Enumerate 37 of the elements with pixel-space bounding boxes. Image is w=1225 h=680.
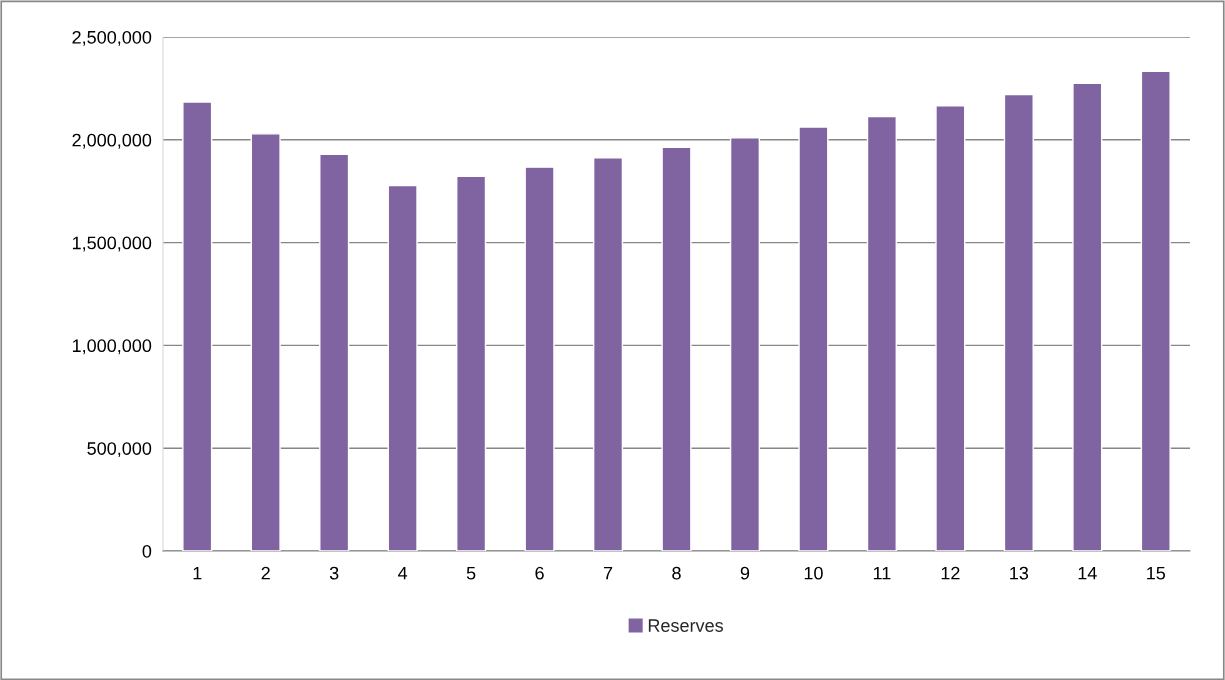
y-tick-label: 2,000,000 bbox=[72, 133, 152, 149]
bar bbox=[798, 126, 829, 551]
bar bbox=[866, 115, 897, 551]
bar bbox=[1072, 82, 1103, 551]
bar bbox=[456, 175, 487, 551]
x-tick-label: 12 bbox=[941, 566, 960, 580]
bar bbox=[182, 101, 213, 551]
bar bbox=[661, 146, 692, 551]
legend-label: Reserves bbox=[648, 619, 724, 632]
x-tick-label: 2 bbox=[261, 566, 270, 580]
bar bbox=[319, 153, 350, 551]
bar bbox=[1140, 70, 1171, 551]
y-tick-label: 500,000 bbox=[87, 442, 152, 458]
bar bbox=[935, 105, 966, 551]
x-tick-label: 8 bbox=[672, 566, 681, 580]
y-tick-label: 0 bbox=[142, 544, 152, 558]
bar bbox=[387, 184, 418, 551]
bar bbox=[250, 133, 281, 551]
bar bbox=[1003, 93, 1034, 551]
x-tick-label: 15 bbox=[1147, 566, 1166, 580]
bar bbox=[729, 137, 761, 551]
x-tick-label: 4 bbox=[398, 566, 408, 580]
y-tick-label: 1,500,000 bbox=[72, 236, 152, 252]
x-tick-label: 1 bbox=[193, 566, 202, 580]
x-tick-label: 3 bbox=[329, 566, 339, 580]
y-tick-label: 2,500,000 bbox=[72, 30, 152, 46]
x-tick-label: 10 bbox=[804, 566, 823, 580]
bar bbox=[592, 156, 624, 551]
x-tick-label: 11 bbox=[873, 566, 891, 580]
x-tick-label: 13 bbox=[1010, 566, 1029, 580]
x-tick-label: 9 bbox=[740, 566, 750, 580]
x-tick-label: 14 bbox=[1078, 566, 1097, 580]
x-tick-label: 5 bbox=[466, 566, 476, 580]
y-tick-label: 1,000,000 bbox=[72, 339, 152, 355]
x-tick-label: 7 bbox=[603, 566, 613, 580]
bar bbox=[524, 166, 555, 551]
x-tick-label: 6 bbox=[535, 566, 544, 580]
